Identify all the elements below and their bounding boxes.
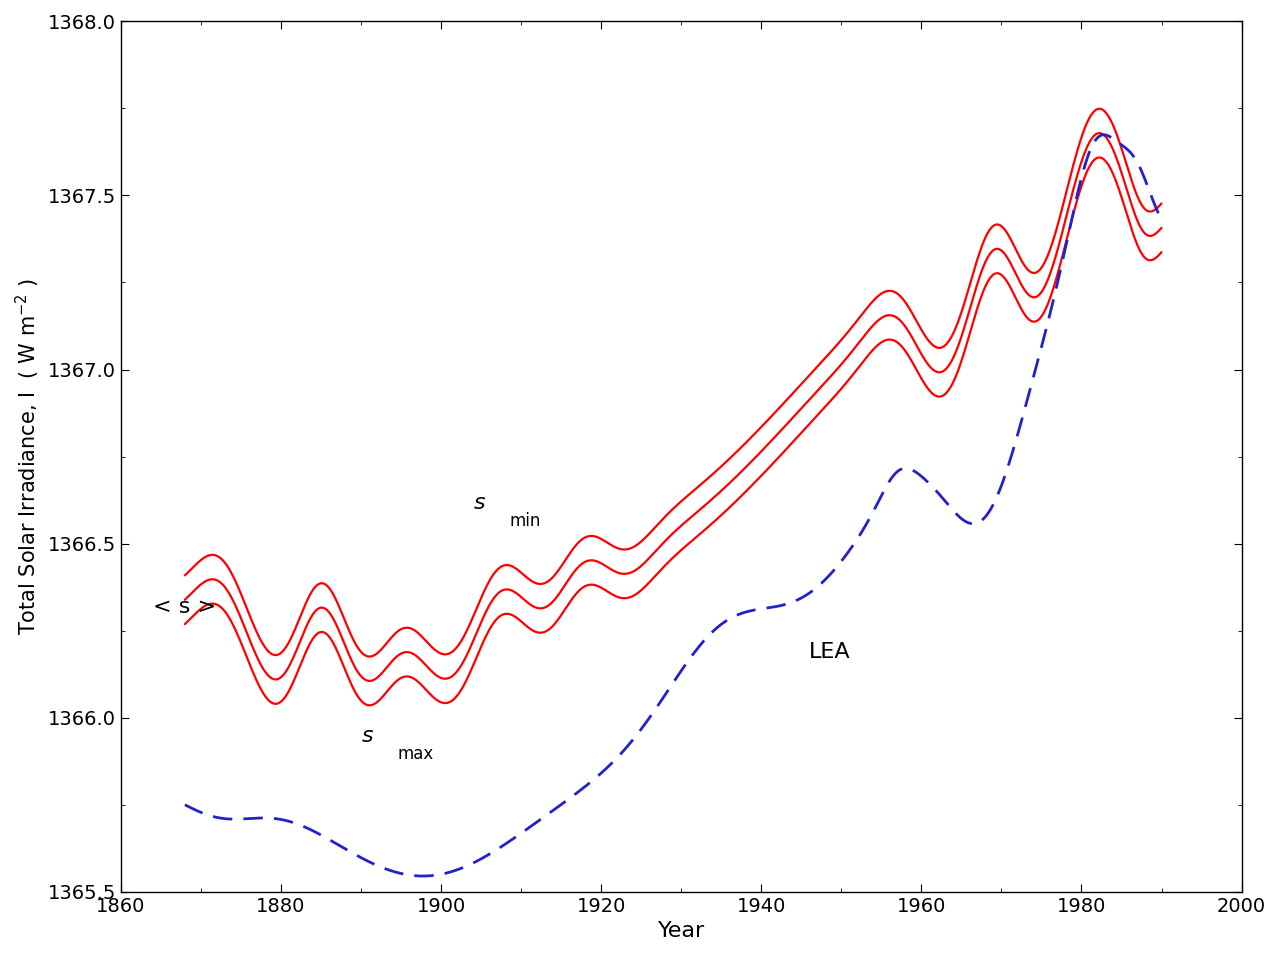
Text: $s$: $s$ [474, 493, 486, 513]
Text: < s >: < s > [152, 597, 216, 617]
X-axis label: Year: Year [658, 922, 705, 941]
Text: max: max [397, 746, 434, 763]
Y-axis label: Total Solar Irradiance, I  ( W m$^{-2}$ ): Total Solar Irradiance, I ( W m$^{-2}$ ) [14, 278, 42, 635]
Text: min: min [509, 512, 540, 530]
Text: LEA: LEA [809, 643, 851, 663]
Text: $s$: $s$ [361, 726, 374, 746]
